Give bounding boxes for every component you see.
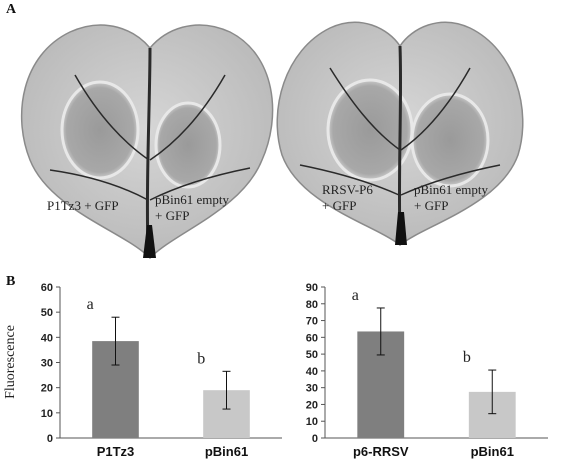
category-label: pBin61 <box>471 444 514 459</box>
y-tick-label: 40 <box>41 332 53 344</box>
chart-left-y-axis-label: Fluorescence <box>3 325 18 399</box>
y-tick-label: 10 <box>306 416 318 428</box>
leaf-photo-left: P1Tz3 + GFP pBin61 empty + GFP <box>20 24 274 260</box>
y-tick-label: 0 <box>312 433 318 445</box>
y-tick-label: 0 <box>47 433 53 445</box>
y-tick-label: 20 <box>41 383 53 395</box>
category-label: P1Tz3 <box>97 444 135 459</box>
y-tick-label: 30 <box>306 383 318 395</box>
y-tick-label: 40 <box>306 366 318 378</box>
leaf-right-label-1-line1: RRSV-P6 <box>322 182 373 197</box>
leaf-left-label-2-line1: pBin61 empty <box>155 192 230 207</box>
y-tick-label: 30 <box>41 358 53 370</box>
leaf-right-label-2-line1: pBin61 empty <box>414 182 489 197</box>
y-tick-label: 60 <box>306 332 318 344</box>
leaf-photo-right: RRSV-P6 + GFP pBin61 empty + GFP <box>276 21 524 246</box>
y-tick-label: 90 <box>306 282 318 294</box>
significance-letter: b <box>463 349 471 366</box>
y-tick-label: 80 <box>306 299 318 311</box>
leaf-left-label-2-line2: + GFP <box>155 208 189 223</box>
y-tick-label: 20 <box>306 399 318 411</box>
y-tick-label: 60 <box>41 282 53 294</box>
significance-letter: b <box>197 350 205 367</box>
bar-chart-left: 0 10 20 30 40 50 60 a P1Tz3 b pBin61 <box>41 282 282 459</box>
bar-chart-right: 0 10 20 30 40 50 60 70 80 90 a p6-RRSV b pBin61 <box>306 282 548 459</box>
panel-b-label: B <box>6 274 15 289</box>
significance-letter: a <box>352 287 359 304</box>
leaf-right-label-1-line2: + GFP <box>322 198 356 213</box>
y-tick-label: 50 <box>41 307 53 319</box>
leaf-left-label-1: P1Tz3 + GFP <box>47 198 119 213</box>
significance-letter: a <box>87 296 94 313</box>
y-tick-label: 50 <box>306 349 318 361</box>
leaf-right-label-2-line2: + GFP <box>414 198 448 213</box>
category-label: p6-RRSV <box>353 444 409 459</box>
y-tick-label: 70 <box>306 316 318 328</box>
panel-a-label: A <box>6 2 17 17</box>
category-label: pBin61 <box>205 444 248 459</box>
y-tick-label: 10 <box>41 408 53 420</box>
